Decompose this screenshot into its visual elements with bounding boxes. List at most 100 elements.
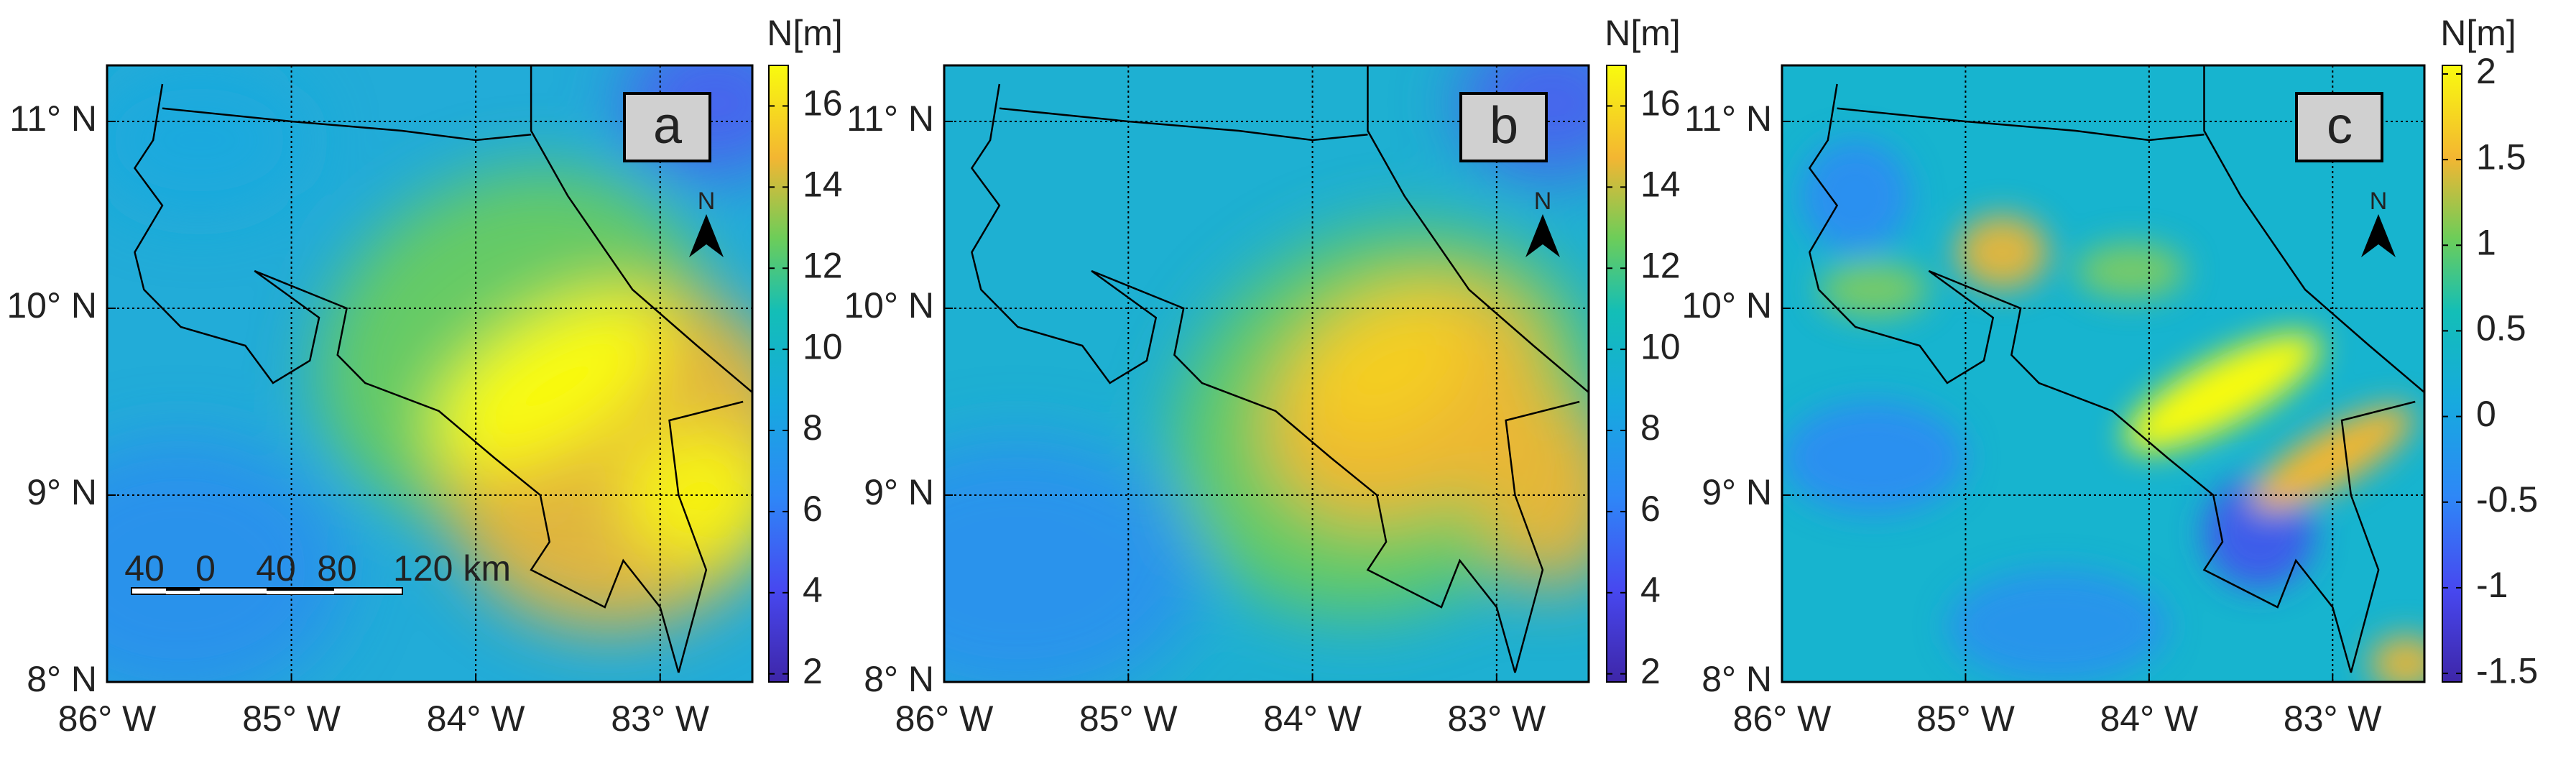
scale-bar-segment xyxy=(166,588,200,591)
field-blob xyxy=(1800,140,1911,252)
y-tick-label: 8° N xyxy=(864,659,934,699)
colorbar-tick-label: 6 xyxy=(803,489,823,529)
x-tick-label: 86° W xyxy=(1733,698,1832,739)
colorbar-tick-label: 2 xyxy=(2476,51,2496,91)
scale-bar-segment xyxy=(267,588,334,591)
field-blob xyxy=(2369,635,2424,682)
scale-bar-segment xyxy=(267,591,334,594)
map-panel: 86° W 85° W 84° W 83° W 8° N 9° N 10° N 11° N a N… xyxy=(6,13,843,739)
panel-label-box xyxy=(623,92,711,162)
coastline xyxy=(999,107,1368,142)
colorbar xyxy=(2442,65,2462,683)
x-tick-label: 85° W xyxy=(1079,698,1178,739)
colorbar-title: N[m] xyxy=(1605,13,1681,53)
field-blob xyxy=(1478,402,1589,589)
colorbar-tick-label: 14 xyxy=(803,165,843,205)
x-tick-label: 83° W xyxy=(611,698,710,739)
field-blob xyxy=(2123,333,2322,452)
x-tick-label: 84° W xyxy=(1263,698,1362,739)
y-tick-label: 10° N xyxy=(1681,285,1772,326)
scale-bar-label: 80 xyxy=(317,548,357,589)
panel-label-box xyxy=(1459,92,1548,162)
colorbar xyxy=(768,65,789,683)
colorbar-tick-label: -1 xyxy=(2476,565,2508,605)
x-tick-label: 83° W xyxy=(1448,698,1547,739)
colorbar-tick-label: 2 xyxy=(803,651,823,691)
colorbar-tick-label: 16 xyxy=(803,83,843,124)
field-blob xyxy=(2075,243,2186,299)
field-blob xyxy=(944,439,1202,682)
y-tick-label: 9° N xyxy=(27,472,97,512)
field-blob xyxy=(1300,291,1473,438)
coastline xyxy=(162,107,532,142)
colorbar-tick-label: 14 xyxy=(1640,165,1681,205)
panel-label: c xyxy=(2327,97,2353,154)
scale-bar-label: 40 xyxy=(256,548,296,589)
panel-label: a xyxy=(653,97,683,154)
coastline xyxy=(1837,107,2205,142)
colorbar-tick-label: 16 xyxy=(1640,83,1681,124)
map-panel: 86° W 85° W 84° W 83° W 8° N 9° N 10° N 11° N b N… xyxy=(844,13,1681,739)
north-label: N xyxy=(2370,188,2388,215)
north-arrow xyxy=(1525,214,1560,257)
field-blob xyxy=(1782,402,1966,514)
colorbar-tick-label: -1.5 xyxy=(2476,650,2538,691)
scale-bar: 40 0 40 80 120 km xyxy=(124,548,511,595)
y-tick-label: 9° N xyxy=(864,472,934,512)
colorbar-tick-label: 12 xyxy=(1640,245,1681,285)
y-tick-label: 11° N xyxy=(1684,98,1772,139)
x-tick-label: 85° W xyxy=(242,698,341,739)
field xyxy=(107,65,752,682)
colorbar-tick-label: 1 xyxy=(2476,222,2496,262)
x-tick-label: 84° W xyxy=(427,698,526,739)
colorbar-tick-label: 0 xyxy=(2476,394,2496,434)
north-arrow xyxy=(2361,214,2396,257)
colorbar-tick-label: 4 xyxy=(803,570,823,610)
north-arrow xyxy=(689,214,724,257)
y-tick-label: 8° N xyxy=(1702,659,1772,699)
x-tick-label: 86° W xyxy=(895,698,994,739)
field-blob xyxy=(107,439,347,682)
coastline xyxy=(133,83,680,673)
scale-bar-label: 40 xyxy=(124,548,165,589)
y-tick-label: 10° N xyxy=(6,285,97,326)
colorbar-tick-label: 4 xyxy=(1640,570,1661,610)
y-tick-label: 11° N xyxy=(846,98,934,139)
field-blob xyxy=(107,65,310,215)
colorbar-tick-label: 1.5 xyxy=(2476,137,2526,177)
colorbar-tick-label: 12 xyxy=(803,245,843,285)
colorbar-tick-label: 6 xyxy=(1640,489,1661,529)
north-label: N xyxy=(698,188,716,215)
y-tick-label: 10° N xyxy=(844,285,934,326)
scale-bar-label: 120 km xyxy=(393,548,511,589)
map-frame xyxy=(1781,64,2426,683)
panel-label: b xyxy=(1490,97,1518,154)
scale-bar-segment xyxy=(166,591,200,594)
panel-label-box xyxy=(2295,92,2383,162)
y-tick-label: 11° N xyxy=(9,98,97,139)
colorbar-tick-label: 8 xyxy=(803,407,823,448)
map-frame xyxy=(106,64,754,683)
scale-bar-label: 0 xyxy=(195,548,216,589)
map-frame xyxy=(943,64,1590,683)
field-blob xyxy=(1947,570,2168,682)
colorbar-tick-label: -0.5 xyxy=(2476,479,2538,520)
coastline xyxy=(668,400,744,673)
x-tick-label: 84° W xyxy=(2100,698,2199,739)
y-tick-label: 8° N xyxy=(27,659,97,699)
x-tick-label: 85° W xyxy=(1916,698,2016,739)
x-tick-label: 86° W xyxy=(58,698,157,739)
field-blob xyxy=(1956,215,2049,290)
north-label: N xyxy=(1534,188,1552,215)
map-panel: 86° W 85° W 84° W 83° W 8° N 9° N 10° N 11° N c N… xyxy=(1681,13,2538,739)
colorbar-tick-label: 2 xyxy=(1640,651,1661,691)
y-tick-label: 9° N xyxy=(1702,472,1772,512)
field-blob xyxy=(1819,262,1929,318)
coastline xyxy=(970,83,1516,673)
field-blob xyxy=(433,297,666,469)
coastline xyxy=(1367,65,1589,393)
coastline xyxy=(2203,65,2424,393)
colorbar-tick-label: 0.5 xyxy=(2476,308,2526,349)
colorbar-tick-label: 8 xyxy=(1640,407,1661,448)
